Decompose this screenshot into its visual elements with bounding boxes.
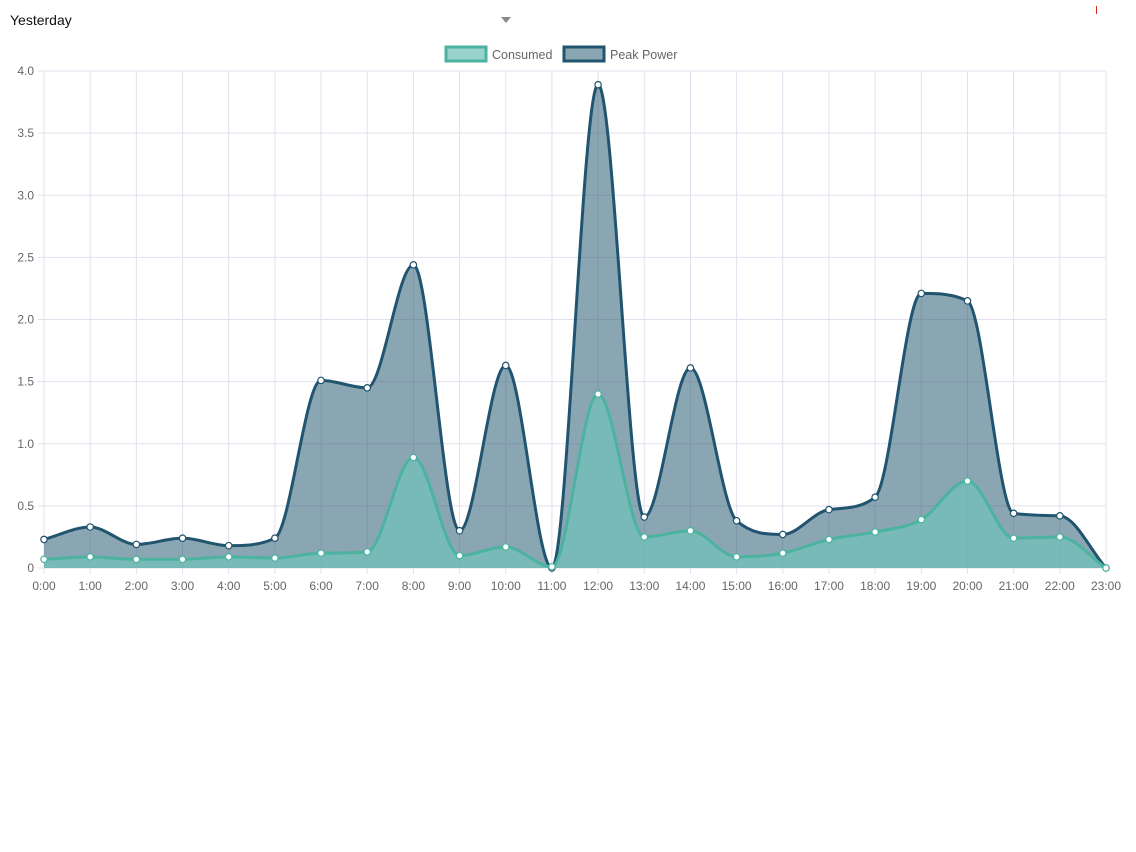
indicator-mark bbox=[1096, 6, 1097, 14]
x-tick-label: 18:00 bbox=[860, 579, 890, 593]
x-tick-label: 16:00 bbox=[768, 579, 798, 593]
peak-power-point bbox=[455, 526, 464, 535]
consumed-point bbox=[686, 526, 695, 535]
consumed-point bbox=[363, 548, 372, 556]
x-tick-label: 19:00 bbox=[906, 579, 936, 593]
consumed-point bbox=[1009, 534, 1018, 542]
peak-power-point bbox=[871, 493, 879, 501]
consumed-point bbox=[594, 390, 602, 398]
peak-power-point bbox=[917, 289, 926, 298]
consumed-point bbox=[825, 535, 833, 544]
x-tick-label: 17:00 bbox=[814, 579, 844, 593]
x-tick-label: 14:00 bbox=[675, 579, 705, 593]
consumed-point bbox=[778, 549, 787, 557]
x-tick-label: 5:00 bbox=[263, 579, 287, 593]
peak-power-point bbox=[825, 505, 833, 514]
consumed-point bbox=[871, 528, 879, 536]
x-tick-label: 2:00 bbox=[125, 579, 149, 593]
y-tick-label: 1.5 bbox=[17, 375, 34, 389]
x-tick-label: 11:00 bbox=[537, 579, 566, 593]
chart-points bbox=[40, 80, 1110, 572]
peak-power-point bbox=[178, 534, 187, 542]
chart-legend: Consumed Peak Power bbox=[444, 45, 677, 63]
consumed-point bbox=[178, 555, 187, 564]
peak-power-point bbox=[271, 534, 279, 542]
period-select[interactable]: Yesterday bbox=[10, 8, 515, 32]
period-select-value: Yesterday bbox=[10, 12, 72, 28]
x-tick-label: 13:00 bbox=[629, 579, 659, 593]
peak-power-point bbox=[86, 523, 94, 531]
y-tick-label: 2.0 bbox=[17, 313, 34, 327]
x-tick-label: 15:00 bbox=[722, 579, 752, 593]
x-tick-label: 6:00 bbox=[309, 579, 333, 593]
consumed-point bbox=[132, 555, 141, 564]
x-tick-label: 22:00 bbox=[1045, 579, 1075, 593]
legend-item-consumed: Consumed bbox=[444, 45, 552, 63]
legend-swatch bbox=[562, 45, 606, 63]
x-tick-label: 9:00 bbox=[448, 579, 472, 593]
consumed-point bbox=[224, 553, 233, 561]
peak-power-line bbox=[43, 83, 1108, 570]
y-tick-label: 1.0 bbox=[17, 437, 34, 451]
consumed-point bbox=[1102, 564, 1110, 572]
consumed-point bbox=[86, 553, 94, 561]
y-tick-label: 2.5 bbox=[17, 250, 34, 264]
y-tick-label: 3.0 bbox=[17, 188, 34, 202]
legend-swatch bbox=[444, 45, 488, 63]
x-tick-label: 0:00 bbox=[32, 579, 56, 593]
peak-power-point bbox=[686, 364, 695, 372]
consumed-point bbox=[1056, 533, 1064, 541]
x-tick-label: 20:00 bbox=[952, 579, 982, 593]
peak-power-point bbox=[732, 516, 741, 525]
peak-power-point bbox=[640, 513, 649, 521]
consumed-point bbox=[317, 549, 325, 557]
consumed-point bbox=[640, 533, 649, 541]
x-tick-label: 23:00 bbox=[1091, 579, 1121, 593]
x-tick-label: 7:00 bbox=[356, 579, 380, 593]
legend-label: Peak Power bbox=[610, 48, 677, 62]
legend-label: Consumed bbox=[492, 48, 552, 62]
x-tick-label: 8:00 bbox=[402, 579, 426, 593]
consumed-point bbox=[40, 555, 48, 564]
chevron-down-icon[interactable] bbox=[501, 17, 511, 23]
consumed-point bbox=[732, 553, 741, 561]
energy-chart: 0 0.5 1.0 1.5 2.0 2.5 3.0 3.5 4.0 0:00 1:00 2:00 3:… bbox=[17, 45, 1121, 593]
peak-power-point bbox=[778, 530, 787, 539]
peak-power-point bbox=[594, 80, 602, 89]
peak-power-point bbox=[132, 540, 141, 549]
x-tick-label: 1:00 bbox=[78, 579, 102, 593]
y-tick-label: 0 bbox=[27, 561, 34, 575]
legend-item-peak-power: Peak Power bbox=[562, 45, 677, 63]
chart-areas bbox=[43, 83, 1108, 570]
consumed-point bbox=[271, 554, 279, 562]
peak-power-point bbox=[963, 297, 972, 305]
peak-power-point bbox=[1056, 512, 1064, 520]
consumed-point bbox=[548, 562, 556, 571]
peak-power-point bbox=[224, 541, 233, 550]
top-bar: Yesterday bbox=[0, 0, 1136, 40]
peak-power-point bbox=[409, 261, 418, 269]
x-tick-label: 3:00 bbox=[171, 579, 195, 593]
x-tick-label: 10:00 bbox=[491, 579, 521, 593]
y-axis-ticks: 0 0.5 1.0 1.5 2.0 2.5 3.0 3.5 4.0 bbox=[17, 64, 34, 575]
consumed-point bbox=[409, 453, 418, 462]
peak-power-point bbox=[1009, 509, 1018, 518]
x-tick-label: 21:00 bbox=[999, 579, 1029, 593]
y-tick-label: 3.5 bbox=[17, 126, 34, 140]
peak-power-point bbox=[501, 361, 510, 370]
x-tick-label: 12:00 bbox=[583, 579, 613, 593]
consumed-point bbox=[501, 543, 510, 551]
consumed-point bbox=[455, 551, 464, 560]
x-axis-ticks: 0:00 1:00 2:00 3:00 4:00 5:00 6:00 7:00 8:00 9:00… bbox=[32, 579, 1121, 593]
peak-power-point bbox=[363, 384, 372, 392]
y-tick-label: 4.0 bbox=[17, 64, 34, 78]
peak-power-point bbox=[40, 535, 48, 544]
x-tick-label: 4:00 bbox=[217, 579, 241, 593]
y-tick-label: 0.5 bbox=[17, 499, 34, 513]
consumed-point bbox=[917, 515, 926, 524]
consumed-point bbox=[963, 477, 972, 485]
peak-power-point bbox=[317, 376, 325, 385]
